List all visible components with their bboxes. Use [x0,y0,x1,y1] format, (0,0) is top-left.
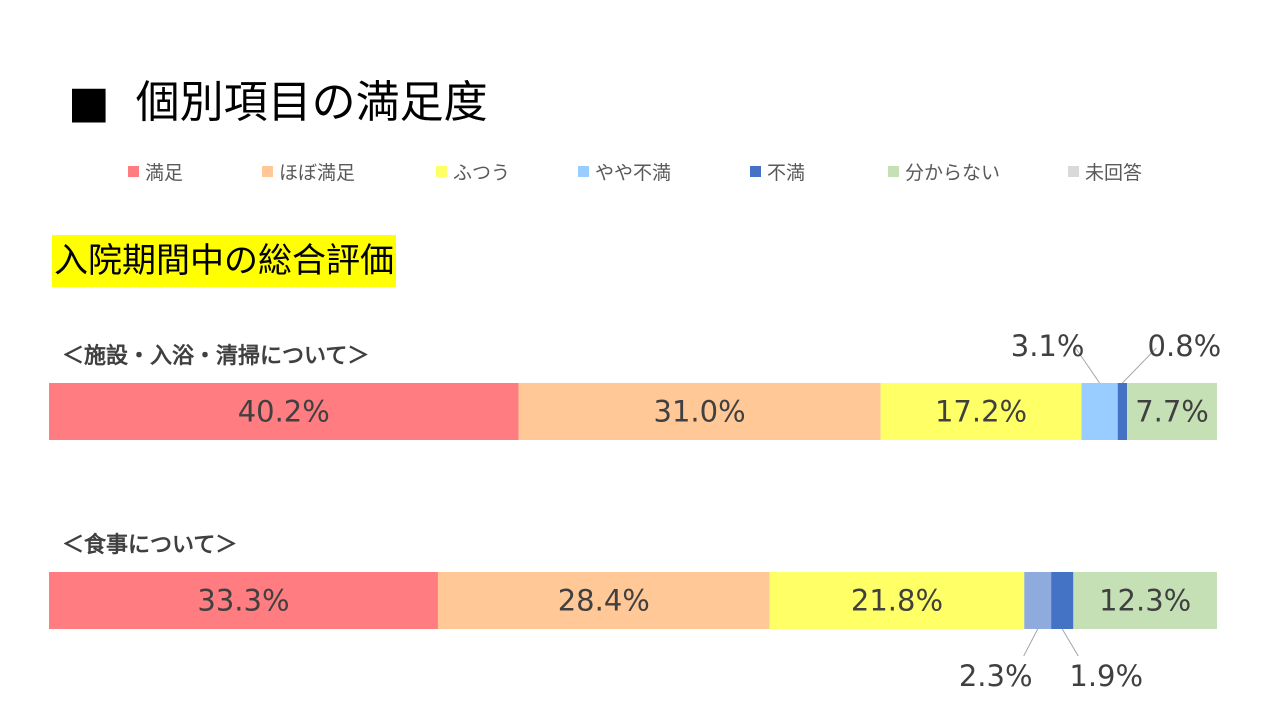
bar-segment [1081,383,1118,440]
legend-swatch [578,166,589,177]
legend-swatch [262,166,273,177]
data-label: 0.8% [1148,329,1222,363]
bar-segment [1073,572,1217,629]
legend-swatch [1068,166,1079,177]
data-label: 31.0% [654,395,746,429]
data-label: 21.8% [851,584,943,618]
legend-swatch [750,166,761,177]
leader-line [1023,628,1039,657]
page-title: ■ 個別項目の満足度 [68,66,488,130]
bar-segment [769,572,1025,629]
bar-segment [1127,383,1217,440]
legend-label: ふつう [453,162,511,184]
chart-legend: 満足 ほぼ満足 ふつう やや不満 不満 分からない 未回答 [128,158,1228,184]
data-label: 1.9% [1069,659,1143,693]
data-label: 28.4% [558,584,650,618]
legend-item-dissatisfied: 不満 [750,158,805,185]
bar-segment [1024,572,1052,629]
legend-label: やや不満 [595,162,672,184]
bar-segment [880,383,1082,440]
data-label: 17.2% [935,395,1027,429]
bar-segment [49,383,519,440]
bar-category-label-meals: ＜食事について＞ [62,533,238,558]
legend-swatch [436,166,447,177]
legend-swatch [128,166,139,177]
bar-segment [437,572,770,629]
leader-line [1061,628,1079,657]
legend-label: 満足 [145,162,184,184]
legend-label: 不満 [767,162,806,184]
legend-swatch [888,166,899,177]
section-title: 入院期間中の総合評価 [52,235,396,287]
data-label: 33.3% [197,584,289,618]
data-label: 7.7% [1135,395,1209,429]
legend-item-no-answer: 未回答 [1068,158,1142,185]
legend-label: ほぼ満足 [279,162,356,184]
legend-label: 未回答 [1085,162,1143,184]
bar-segment [518,383,881,440]
data-label: 3.1% [1011,329,1085,363]
legend-label: 分からない [905,162,1001,184]
data-label: 40.2% [238,395,330,429]
bar-segment [49,572,438,629]
legend-item-somewhat-dissatisfied: やや不満 [578,158,671,185]
bar-segment [1117,383,1128,440]
page-title-text: 個別項目の満足度 [135,77,488,128]
leader-line [1075,347,1101,384]
bar-segment [1051,572,1074,629]
square-bullet-icon: ■ [68,77,110,128]
leader-line [1122,347,1157,384]
data-label: 2.3% [959,659,1033,693]
legend-item-neutral: ふつう [436,158,510,185]
bar-category-label-facilities: ＜施設・入浴・清掃について＞ [62,344,370,369]
data-label: 12.3% [1099,584,1191,618]
legend-item-dont-know: 分からない [888,158,1000,185]
legend-item-satisfied: 満足 [128,158,183,185]
legend-item-mostly-satisfied: ほぼ満足 [262,158,355,185]
